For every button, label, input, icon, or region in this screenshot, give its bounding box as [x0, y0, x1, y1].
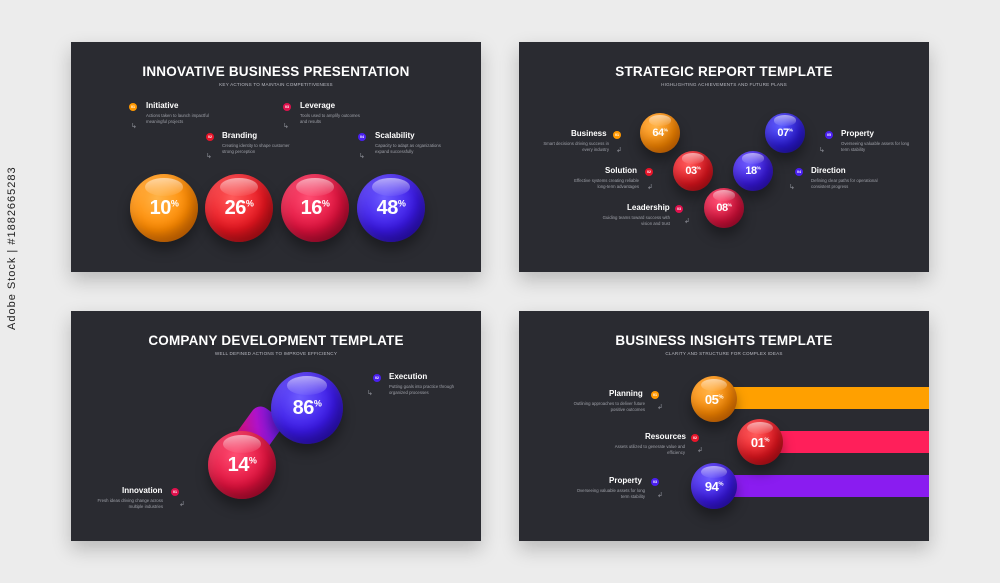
slide-business-insights: BUSINESS INSIGHTS TEMPLATE CLARITY AND S… [519, 311, 929, 541]
item-label: Execution [389, 372, 428, 381]
curved-arrow-icon: ↳ [367, 390, 373, 397]
step-number-badge: 02 [373, 374, 381, 382]
item-description: Smart decisions driving success in every… [543, 141, 609, 152]
item-label: Property [841, 129, 874, 138]
item-description: Defining clear paths for operational con… [811, 178, 878, 189]
curved-arrow-icon: ↲ [697, 447, 703, 454]
slide-title: STRATEGIC REPORT TEMPLATE [615, 64, 833, 79]
curved-arrow-icon: ↲ [647, 184, 653, 191]
progress-bar-orange [714, 387, 929, 409]
item-description: Effective systems creating reliable long… [574, 178, 639, 189]
curved-arrow-icon: ↲ [684, 218, 690, 225]
step-number-badge: 03 [283, 103, 291, 111]
slide-title: COMPANY DEVELOPMENT TEMPLATE [148, 333, 404, 348]
step-number-badge: 03 [675, 205, 683, 213]
slide-subtitle: KEY ACTIONS TO MAINTAIN COMPETITIVENESS [219, 82, 333, 87]
percent-sphere: 14% [208, 431, 276, 499]
curved-arrow-icon: ↳ [206, 153, 212, 160]
item-description: Capacity to adapt as organizations expan… [375, 143, 441, 154]
step-number-badge: 01 [651, 391, 659, 399]
curved-arrow-icon: ↳ [819, 147, 825, 154]
step-number-badge: 01 [613, 131, 621, 139]
stock-id-watermark: Adobe Stock | #1882665283 [6, 166, 18, 330]
step-number-badge: 01 [129, 103, 137, 111]
progress-bar-purple [714, 475, 929, 497]
percent-sphere: 07% [765, 113, 805, 153]
item-label: Scalability [375, 131, 415, 140]
slide-company-development: COMPANY DEVELOPMENT TEMPLATE WELL DEFINE… [71, 311, 481, 541]
item-description: Overseeing valuable assets for long term… [576, 488, 645, 499]
curved-arrow-icon: ↲ [616, 147, 622, 154]
percent-sphere: 48% [357, 174, 425, 242]
item-label: Leadership [627, 203, 670, 212]
item-description: Tools used to amplify outcomes and resul… [300, 113, 360, 124]
item-description: Guiding teams toward success with vision… [602, 215, 670, 226]
percent-sphere: 05% [691, 376, 737, 422]
percent-sphere: 03% [673, 151, 713, 191]
curved-arrow-icon: ↳ [283, 123, 289, 130]
item-label: Resources [645, 432, 686, 441]
percent-sphere: 18% [733, 151, 773, 191]
item-label: Planning [609, 389, 643, 398]
item-description: Actions taken to launch impactful meanin… [146, 113, 209, 124]
step-number-badge: 01 [171, 488, 179, 496]
slide-subtitle: CLARITY AND STRUCTURE FOR COMPLEX IDEAS [665, 351, 783, 356]
slide-strategic-report: STRATEGIC REPORT TEMPLATE HIGHLIGHTING A… [519, 42, 929, 272]
item-description: Fresh ideas driving change across multip… [97, 498, 163, 509]
item-description: Outlining approaches to deliver future p… [573, 401, 645, 412]
item-label: Initiative [146, 101, 179, 110]
item-label: Direction [811, 166, 846, 175]
step-number-badge: 02 [206, 133, 214, 141]
item-label: Innovation [122, 486, 163, 495]
step-number-badge: 03 [651, 478, 659, 486]
step-number-badge: 02 [691, 434, 699, 442]
step-number-badge: 02 [645, 168, 653, 176]
percent-sphere: 64% [640, 113, 680, 153]
item-description: Assets utilized to generate value and ef… [614, 444, 685, 455]
percent-sphere: 26% [205, 174, 273, 242]
percent-sphere: 10% [130, 174, 198, 242]
item-description: Putting goals into practice through orga… [389, 384, 454, 395]
item-label: Leverage [300, 101, 336, 110]
percent-sphere: 86% [271, 372, 343, 444]
slide-subtitle: HIGHLIGHTING ACHIEVEMENTS AND FUTURE PLA… [661, 82, 787, 87]
slide-subtitle: WELL DEFINED ACTIONS TO IMPROVE EFFICIEN… [214, 351, 338, 356]
item-label: Branding [222, 131, 258, 140]
step-number-badge: 04 [358, 133, 366, 141]
percent-sphere: 94% [691, 463, 737, 509]
percent-sphere: 16% [281, 174, 349, 242]
percent-sphere: 08% [704, 188, 744, 228]
item-description: Overseeing valuable assets for long term… [841, 141, 910, 152]
slide-innovative-business: INNOVATIVE BUSINESS PRESENTATION KEY ACT… [71, 42, 481, 272]
item-description: Creating identity to shape customer stro… [222, 143, 290, 154]
progress-bar-red [759, 431, 929, 453]
item-label: Business [571, 129, 607, 138]
curved-arrow-icon: ↳ [789, 184, 795, 191]
curved-arrow-icon: ↳ [131, 123, 137, 130]
curved-arrow-icon: ↳ [359, 153, 365, 160]
slide-title: INNOVATIVE BUSINESS PRESENTATION [142, 64, 410, 79]
item-label: Solution [605, 166, 637, 175]
slide-title: BUSINESS INSIGHTS TEMPLATE [615, 333, 833, 348]
curved-arrow-icon: ↲ [657, 492, 663, 499]
curved-arrow-icon: ↲ [657, 404, 663, 411]
curved-arrow-icon: ↲ [179, 501, 185, 508]
step-number-badge: 04 [795, 168, 803, 176]
step-number-badge: 05 [825, 131, 833, 139]
percent-sphere: 01% [737, 419, 783, 465]
item-label: Property [609, 476, 642, 485]
